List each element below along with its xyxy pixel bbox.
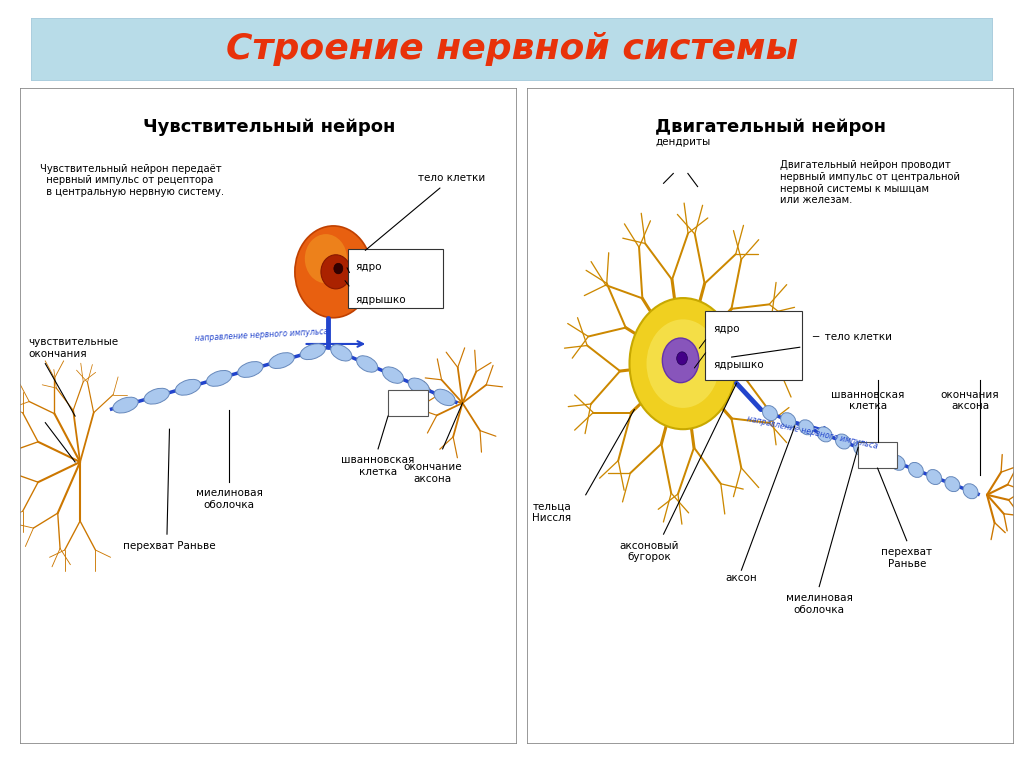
Text: аксон: аксон xyxy=(725,574,758,584)
Text: Чувствительный нейрон передаёт
  нервный импульс от рецептора
  в центральную не: Чувствительный нейрон передаёт нервный и… xyxy=(40,163,224,197)
Ellipse shape xyxy=(799,420,814,435)
Ellipse shape xyxy=(300,344,326,360)
Bar xyxy=(858,442,897,468)
Text: дендриты: дендриты xyxy=(655,137,711,147)
Ellipse shape xyxy=(434,389,456,406)
Text: миелиновая
оболочка: миелиновая оболочка xyxy=(785,593,853,615)
FancyBboxPatch shape xyxy=(348,249,442,308)
Text: чувствительные
окончания: чувствительные окончания xyxy=(28,337,118,359)
Ellipse shape xyxy=(817,427,833,442)
Text: шванновская
клетка: шванновская клетка xyxy=(831,390,904,411)
Ellipse shape xyxy=(871,448,887,463)
Text: окончания
аксона: окончания аксона xyxy=(941,390,999,411)
Ellipse shape xyxy=(890,456,905,470)
Ellipse shape xyxy=(409,378,429,394)
Text: перехват
Раньве: перехват Раньве xyxy=(882,548,932,569)
Text: направление нервного импульса: направление нервного импульса xyxy=(195,327,329,343)
Text: окончание
аксона: окончание аксона xyxy=(403,462,462,484)
Text: аксоновый
бугорок: аксоновый бугорок xyxy=(620,541,679,562)
Text: ядро: ядро xyxy=(355,262,382,272)
Ellipse shape xyxy=(630,298,736,430)
Ellipse shape xyxy=(305,234,347,283)
Ellipse shape xyxy=(356,356,378,372)
Text: тело клетки: тело клетки xyxy=(366,173,485,250)
Text: Двигательный нейрон проводит
нервный импульс от центральной
нервной системы к мы: Двигательный нейрон проводит нервный имп… xyxy=(780,160,961,206)
FancyBboxPatch shape xyxy=(705,311,802,380)
Ellipse shape xyxy=(295,226,372,318)
Ellipse shape xyxy=(334,263,343,274)
Ellipse shape xyxy=(836,434,850,449)
Ellipse shape xyxy=(207,370,231,387)
Ellipse shape xyxy=(908,463,924,477)
Ellipse shape xyxy=(269,353,294,368)
Ellipse shape xyxy=(144,388,169,404)
Text: тельца
Ниссля: тельца Ниссля xyxy=(532,502,571,523)
Ellipse shape xyxy=(238,361,263,377)
Text: ─  тело клетки: ─ тело клетки xyxy=(812,332,892,342)
Ellipse shape xyxy=(321,255,351,289)
Ellipse shape xyxy=(382,367,403,384)
Ellipse shape xyxy=(927,469,942,485)
Text: ядро: ядро xyxy=(713,324,739,334)
Ellipse shape xyxy=(646,319,720,408)
Ellipse shape xyxy=(175,380,201,395)
Text: Строение нервной системы: Строение нервной системы xyxy=(226,32,798,66)
Text: Двигательный нейрон: Двигательный нейрон xyxy=(655,117,886,136)
Ellipse shape xyxy=(780,413,796,428)
Ellipse shape xyxy=(677,352,687,365)
Ellipse shape xyxy=(331,344,352,361)
Ellipse shape xyxy=(854,441,868,456)
Text: шванновская
клетка: шванновская клетка xyxy=(341,456,415,477)
Ellipse shape xyxy=(964,484,978,499)
Text: ядрышко: ядрышко xyxy=(355,295,407,304)
Text: направление нервного импульса: направление нервного импульса xyxy=(746,414,879,451)
Ellipse shape xyxy=(663,338,698,383)
Ellipse shape xyxy=(763,406,777,420)
Text: Чувствительный нейрон: Чувствительный нейрон xyxy=(142,117,395,136)
Bar xyxy=(388,390,428,416)
Text: миелиновая
оболочка: миелиновая оболочка xyxy=(196,489,262,510)
Text: перехват Раньве: перехват Раньве xyxy=(123,541,216,551)
Ellipse shape xyxy=(945,476,959,492)
Text: ядрышко: ядрышко xyxy=(713,360,764,370)
Ellipse shape xyxy=(113,397,138,413)
